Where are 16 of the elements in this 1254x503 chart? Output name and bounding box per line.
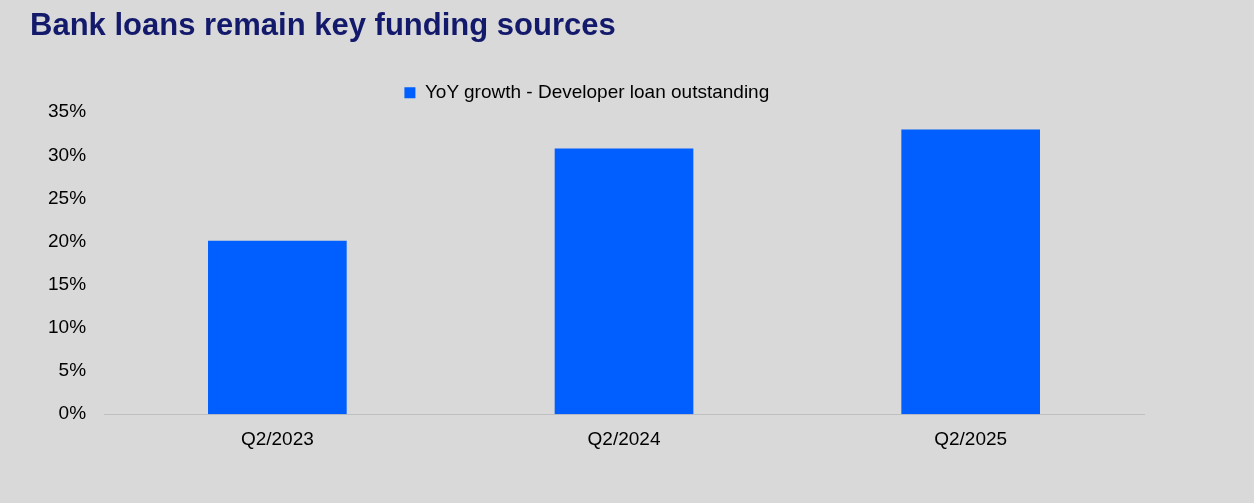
chart-title: Bank loans remain key funding sources <box>30 7 616 43</box>
y-tick-label: 20% <box>48 229 87 251</box>
bar <box>901 129 1040 415</box>
bar <box>554 148 694 415</box>
y-tick-label: 15% <box>48 273 87 295</box>
x-tick-label: Q2/2023 <box>240 427 314 449</box>
y-tick-label: 10% <box>48 316 87 338</box>
bar <box>208 240 347 415</box>
x-tick-label: Q2/2024 <box>587 427 661 449</box>
y-tick-label: 5% <box>58 359 87 381</box>
y-tick-label: 30% <box>48 143 87 165</box>
y-tick-label: 25% <box>48 186 87 208</box>
x-tick-label: Q2/2025 <box>934 427 1008 449</box>
y-tick-label: 35% <box>48 100 87 122</box>
legend-label: YoY growth - Developer loan outstanding <box>424 80 770 102</box>
y-tick-label: 0% <box>58 402 87 424</box>
